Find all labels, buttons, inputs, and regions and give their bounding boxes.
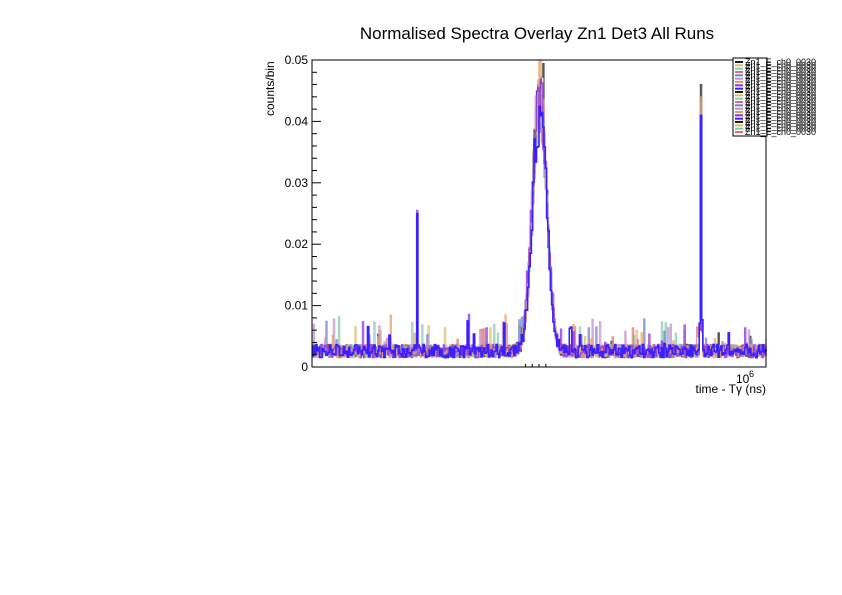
- legend-entry-label: Zn1_E_ch0_0030: [745, 127, 816, 137]
- legend-entry-label: Zn1_E_ch0_0030: [745, 80, 816, 90]
- y-tick-label: 0.05: [285, 53, 309, 67]
- plot-area: 0 0.01 0.02 0.03 0.04 0.05: [285, 53, 767, 374]
- legend-entry-label: Zn1_E_ch0_0030: [745, 114, 816, 124]
- legend: Zn1_E_ch0_0030Zn1_E_ch0_0030Zn1_E_ch0_00…: [732, 57, 816, 137]
- series-group: [312, 59, 767, 359]
- legend-entry-label: Zn1_E_ch0_0030: [745, 84, 816, 94]
- x-axis-multiplier-exponent: 6: [749, 369, 754, 379]
- series-line: [312, 105, 767, 359]
- legend-entry-label: Zn1_E_ch0_0030: [745, 94, 816, 104]
- y-tick-label: 0.04: [285, 114, 309, 128]
- legend-entry-label: Zn1_E_ch0_0030: [745, 107, 816, 117]
- y-tick-label: 0.01: [285, 299, 309, 313]
- legend-entry-label: Zn1_E_ch0_0030: [745, 74, 816, 84]
- legend-entry-label: Zn1_E_ch0_0030: [745, 77, 816, 87]
- legend-entry-label: Zn1_E_ch0_0030: [745, 57, 816, 67]
- chart-title: Normalised Spectra Overlay Zn1 Det3 All …: [360, 24, 714, 43]
- y-tick-label: 0.03: [285, 176, 309, 190]
- x-axis-multiplier: 10: [736, 372, 750, 386]
- legend-entry-label: Zn1_E_ch0_0030: [745, 97, 816, 107]
- legend-entry-label: Zn1_E_ch0_0030: [745, 70, 816, 80]
- y-axis-label: counts/bin: [263, 61, 277, 116]
- x-axis-label-group: time - Tγ (ns) 10 6: [696, 369, 766, 396]
- y-tick-label: 0.02: [285, 237, 309, 251]
- legend-entry-label: Zn1_E_ch0_0030: [745, 64, 816, 74]
- y-tick-label: 0: [301, 360, 308, 374]
- legend-entry-label: Zn1_E_ch0_0030: [745, 87, 816, 97]
- legend-entry-label: Zn1_E_ch0_0030: [745, 90, 816, 100]
- legend-entry-label: Zn1_E_ch0_0030: [745, 60, 816, 70]
- x-axis-label: time - Tγ (ns): [696, 382, 766, 396]
- legend-entry-label: Zn1_E_ch0_0030: [745, 100, 816, 110]
- legend-entry-label: Zn1_E_ch0_0030: [745, 67, 816, 77]
- legend-entry-label: Zn1_E_ch0_0030: [745, 104, 816, 114]
- legend-entry-label: Zn1_E_ch0_0030: [745, 117, 816, 127]
- y-axis-ticks: 0 0.01 0.02 0.03 0.04 0.05: [285, 53, 321, 374]
- legend-entry-label: Zn1_E_ch0_0030: [745, 110, 816, 120]
- x-axis-ticks: [524, 364, 547, 367]
- legend-entry-label: Zn1_E_ch0_0030: [745, 120, 816, 130]
- legend-entry-label: Zn1_E_ch0_0030: [745, 124, 816, 134]
